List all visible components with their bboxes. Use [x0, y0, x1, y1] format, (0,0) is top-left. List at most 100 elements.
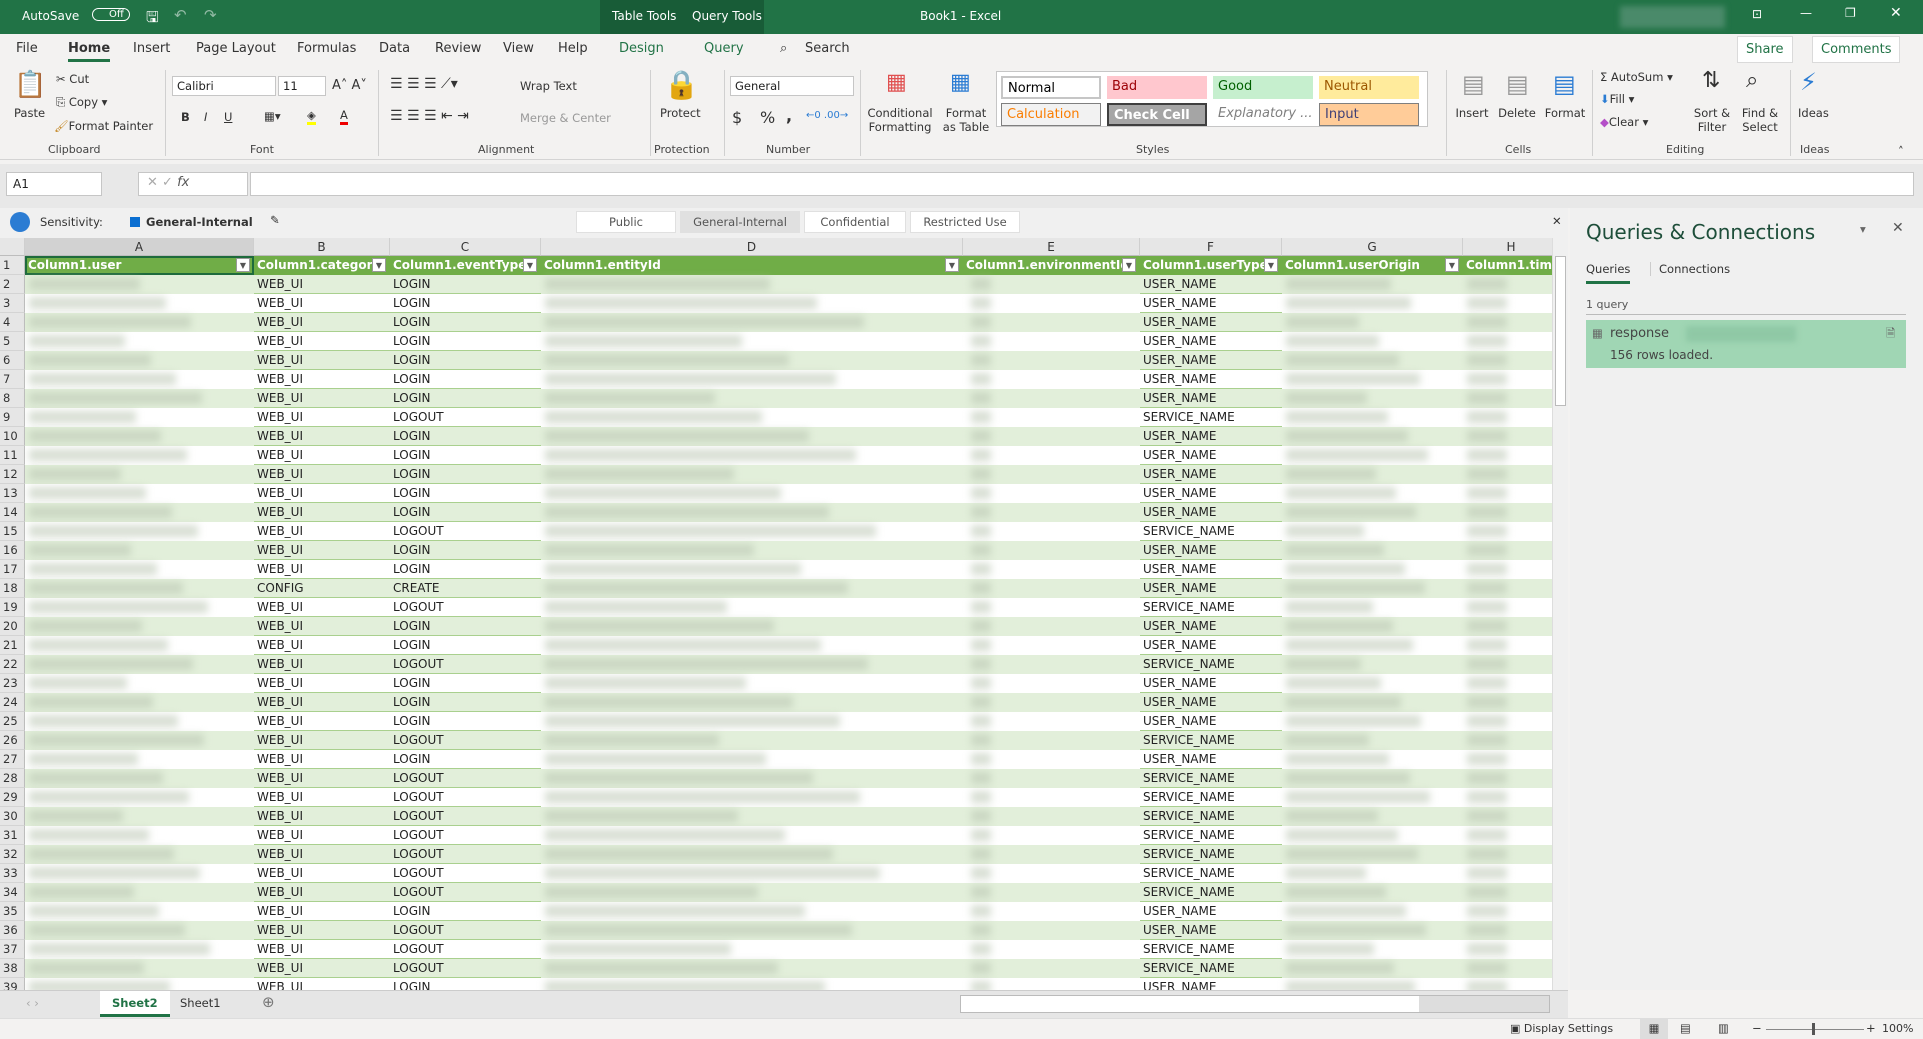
sort-filter-button[interactable]: Sort & Filter [1693, 106, 1731, 134]
table-cell[interactable]: WEB_UI [254, 940, 390, 959]
redacted-cell[interactable] [545, 411, 762, 423]
table-cell[interactable]: SERVICE_NAME [1140, 788, 1282, 807]
redacted-cell[interactable] [971, 943, 991, 955]
table-cell[interactable]: WEB_UI [254, 712, 390, 731]
redacted-cell[interactable] [29, 829, 149, 841]
redacted-cell[interactable] [971, 658, 991, 670]
redacted-cell[interactable] [545, 867, 880, 879]
redacted-cell[interactable] [29, 658, 193, 670]
table-cell[interactable]: USER_NAME [1140, 636, 1282, 655]
redacted-cell[interactable] [1286, 601, 1373, 613]
table-cell[interactable]: USER_NAME [1140, 275, 1282, 294]
table-cell[interactable]: USER_NAME [1140, 389, 1282, 408]
format-button[interactable]: Format [1544, 106, 1586, 120]
header-cell[interactable]: Column1.user [25, 256, 254, 275]
redacted-cell[interactable] [1286, 620, 1393, 632]
restore-icon[interactable]: ❐ [1845, 6, 1856, 20]
table-cell[interactable]: WEB_UI [254, 864, 390, 883]
table-cell[interactable]: LOGIN [390, 351, 541, 370]
redacted-cell[interactable] [545, 791, 860, 803]
table-cell[interactable]: LOGIN [390, 332, 541, 351]
column-header-h[interactable]: H [1463, 238, 1552, 256]
refresh-icon[interactable]: 🗎 [1886, 326, 1896, 340]
redacted-cell[interactable] [1286, 791, 1430, 803]
redacted-cell[interactable] [971, 867, 991, 879]
redacted-cell[interactable] [29, 639, 168, 651]
zoom-level[interactable]: 100% [1882, 1022, 1914, 1035]
redacted-cell[interactable] [545, 354, 789, 366]
search-box[interactable]: Search [805, 41, 850, 56]
redacted-cell[interactable] [1286, 297, 1411, 309]
spreadsheet-grid[interactable]: A B C D E F G H 1 Column1.user ▼ Column1.category ▼ C… [0, 238, 1552, 990]
redacted-cell[interactable] [545, 316, 864, 328]
redacted-cell[interactable] [29, 297, 166, 309]
table-cell[interactable]: LOGIN [390, 712, 541, 731]
redacted-cell[interactable] [971, 791, 991, 803]
table-cell[interactable]: LOGIN [390, 617, 541, 636]
redacted-cell[interactable] [1467, 753, 1507, 765]
redacted-cell[interactable] [971, 601, 991, 613]
redacted-cell[interactable] [1467, 525, 1507, 537]
table-cell[interactable]: WEB_UI [254, 655, 390, 674]
row-number[interactable]: 15 [0, 522, 25, 541]
redacted-cell[interactable] [971, 316, 991, 328]
table-cell[interactable]: WEB_UI [254, 598, 390, 617]
redacted-cell[interactable] [1286, 943, 1374, 955]
redacted-cell[interactable] [971, 544, 991, 556]
redacted-cell[interactable] [971, 563, 991, 575]
table-cell[interactable]: WEB_UI [254, 294, 390, 313]
redacted-cell[interactable] [1467, 658, 1507, 670]
autosave-toggle[interactable]: Off [92, 8, 130, 21]
redacted-cell[interactable] [29, 677, 127, 689]
redacted-cell[interactable] [545, 715, 840, 727]
redacted-cell[interactable] [29, 981, 170, 990]
redacted-cell[interactable] [1467, 696, 1507, 708]
redacted-cell[interactable] [971, 392, 991, 404]
tab-help[interactable]: Help [558, 41, 588, 56]
row-number[interactable]: 18 [0, 579, 25, 598]
redacted-cell[interactable] [1467, 544, 1507, 556]
table-cell[interactable]: LOGOUT [390, 522, 541, 541]
row-number[interactable]: 31 [0, 826, 25, 845]
zoom-slider-thumb[interactable] [1812, 1023, 1815, 1035]
table-cell[interactable]: USER_NAME [1140, 560, 1282, 579]
redacted-cell[interactable] [545, 772, 813, 784]
redacted-cell[interactable] [1467, 620, 1507, 632]
table-cell[interactable]: LOGOUT [390, 883, 541, 902]
redacted-cell[interactable] [29, 620, 142, 632]
table-cell[interactable]: WEB_UI [254, 446, 390, 465]
redacted-cell[interactable] [1286, 582, 1425, 594]
font-color-icon[interactable]: A [340, 108, 348, 125]
redacted-cell[interactable] [1286, 715, 1421, 727]
redacted-cell[interactable] [29, 449, 187, 461]
redacted-cell[interactable] [29, 487, 146, 499]
bold-button[interactable]: B [181, 110, 190, 124]
redacted-cell[interactable] [545, 297, 817, 309]
redacted-cell[interactable] [1286, 487, 1396, 499]
copy-button[interactable]: ⎘ Copy ▾ [56, 95, 108, 109]
redacted-cell[interactable] [1467, 392, 1507, 404]
row-number[interactable]: 8 [0, 389, 25, 408]
redacted-cell[interactable] [971, 354, 991, 366]
redacted-cell[interactable] [1286, 506, 1416, 518]
redacted-cell[interactable] [971, 582, 991, 594]
table-cell[interactable]: LOGIN [390, 750, 541, 769]
redacted-cell[interactable] [1467, 449, 1507, 461]
row-number[interactable]: 23 [0, 674, 25, 693]
table-cell[interactable]: WEB_UI [254, 769, 390, 788]
table-cell[interactable]: USER_NAME [1140, 294, 1282, 313]
tab-query[interactable]: Query [704, 41, 744, 56]
row-number[interactable]: 13 [0, 484, 25, 503]
column-header-g[interactable]: G [1282, 238, 1463, 256]
table-cell[interactable]: SERVICE_NAME [1140, 940, 1282, 959]
table-cell[interactable]: LOGIN [390, 636, 541, 655]
table-cell[interactable]: LOGIN [390, 503, 541, 522]
redacted-cell[interactable] [545, 373, 836, 385]
header-cell[interactable]: Column1.eventType [390, 256, 541, 275]
row-number[interactable]: 20 [0, 617, 25, 636]
table-cell[interactable]: WEB_UI [254, 788, 390, 807]
row-number[interactable]: 4 [0, 313, 25, 332]
table-cell[interactable]: WEB_UI [254, 560, 390, 579]
redacted-cell[interactable] [545, 810, 738, 822]
table-cell[interactable]: WEB_UI [254, 313, 390, 332]
